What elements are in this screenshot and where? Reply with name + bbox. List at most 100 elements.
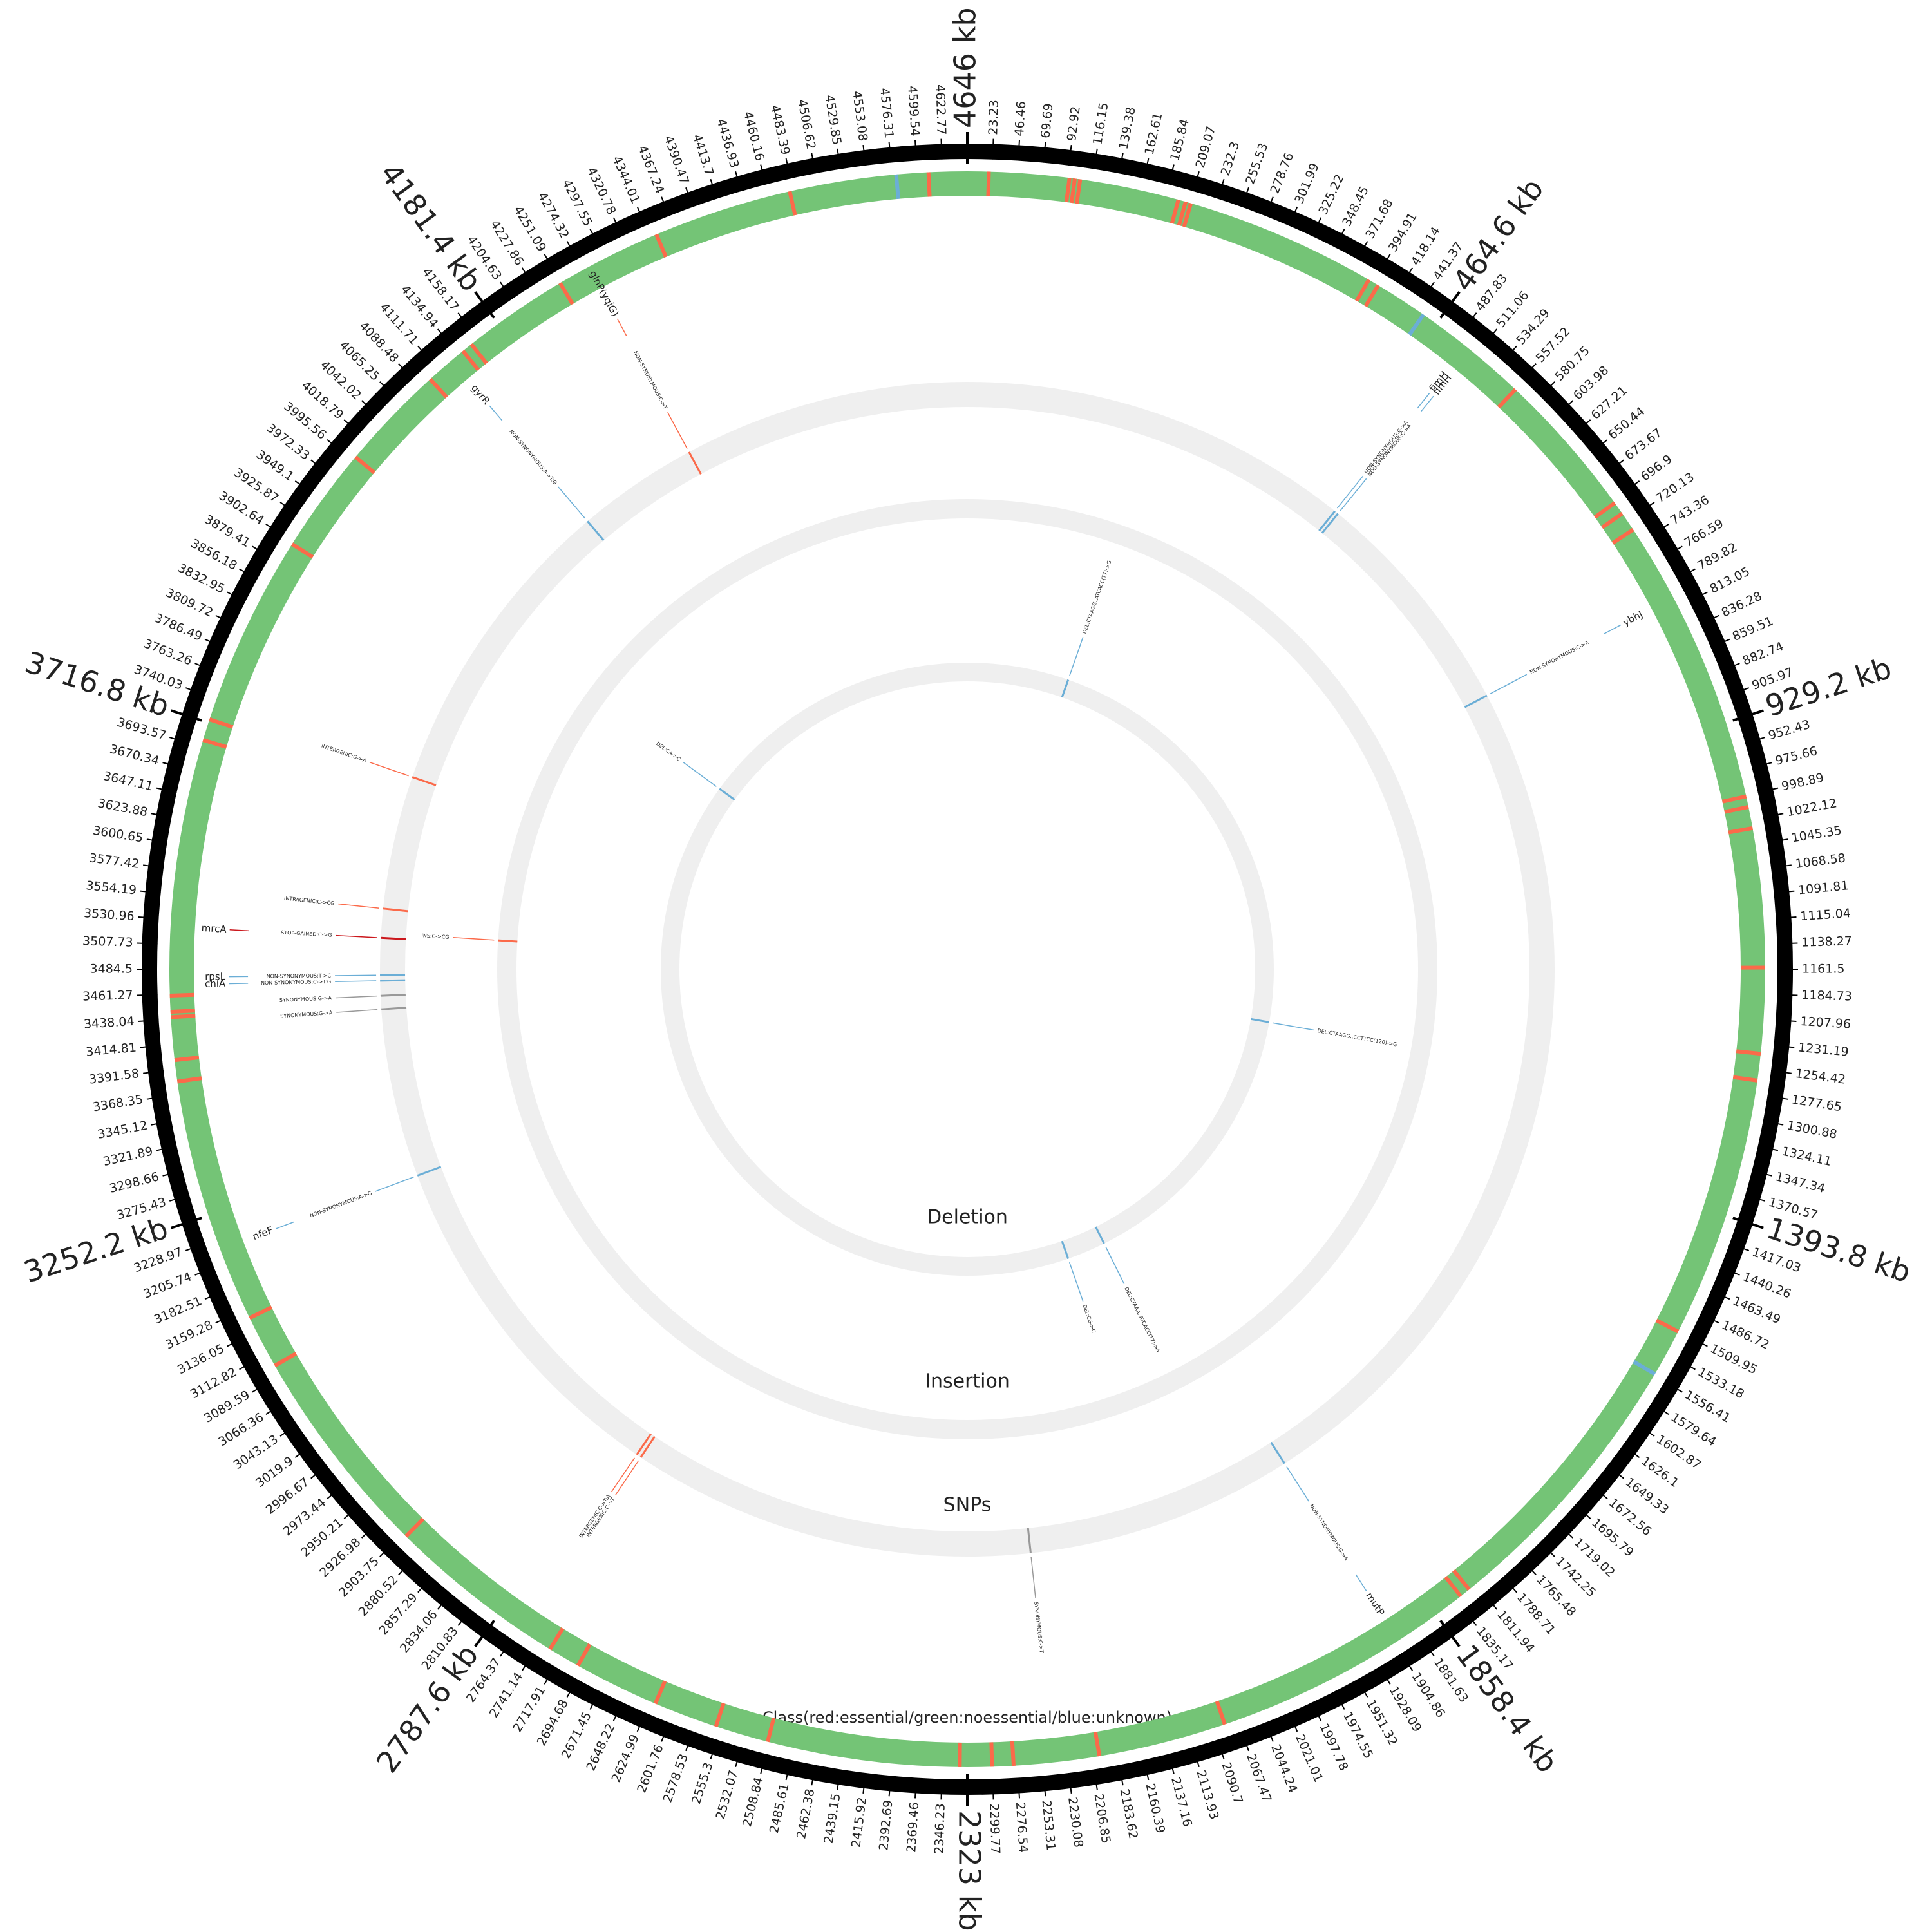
minor-tick-label: 3182.51 [152,1294,204,1327]
minor-tick [1607,459,1624,473]
variant [1251,1018,1270,1023]
minor-tick [710,178,718,199]
variant [1321,513,1339,534]
minor-tick [1636,1424,1655,1437]
minor-tick [327,1485,344,1500]
minor-tick-label: 3298.66 [108,1170,161,1196]
minor-tick [837,1769,842,1790]
minor-tick-label: 2508.84 [740,1776,766,1828]
minor-tick-label: 3159.28 [163,1318,214,1352]
minor-tick [521,267,534,286]
minor-tick [1720,663,1740,672]
minor-tick-label: 23.23 [986,100,1001,135]
essential-gene [1593,501,1616,519]
essential-gene [1170,199,1180,224]
minor-tick [162,762,183,769]
minor-tick [1241,187,1249,207]
variant-label: INTERGENIC:G->A [321,743,367,764]
essential-gene [209,717,234,729]
minor-tick [239,1359,258,1370]
minor-tick [1521,363,1537,379]
minor-tick [204,1290,224,1300]
essential-gene [1452,1569,1471,1591]
gene-label: gyrR [469,382,492,406]
minor-tick [169,1195,190,1202]
minor-tick [1043,142,1046,163]
major-tick [171,709,202,722]
variant [412,776,437,786]
essential-gene [654,233,668,258]
minor-tick-label: 3623.88 [97,796,149,819]
gene-label: fimH [1431,372,1454,397]
minor-tick [1401,1653,1414,1671]
minor-tick-label: 789.82 [1695,540,1739,573]
variant [380,979,406,982]
track-ring [380,382,1555,1557]
major-tick-label: 3716.8 kb [21,645,174,724]
minor-tick-label: 3554.19 [86,878,137,897]
minor-tick-label: 139.38 [1117,106,1139,150]
minor-tick [1068,1772,1072,1794]
minor-tick [156,787,177,793]
minor-tick [636,206,647,226]
minor-tick-label: 4436.93 [714,117,741,170]
essential-gene [1655,1318,1680,1334]
minor-tick [252,1381,270,1393]
major-tick [1732,709,1764,722]
minor-tick [661,196,670,216]
minor-tick [735,171,742,192]
gene-connector [1417,392,1430,409]
minor-tick-label: 720.13 [1653,470,1696,506]
gene-connector [1603,624,1622,635]
minor-tick [140,890,161,894]
variant [381,936,406,940]
minor-tick-label: 882.74 [1741,639,1786,668]
essential-gene [169,992,194,998]
minor-tick [143,1070,164,1074]
essential-gene [404,1517,425,1538]
minor-tick-label: 255.53 [1243,141,1271,186]
minor-tick-label: 1138.27 [1801,934,1852,949]
minor-tick [1265,196,1274,216]
essential-gene [653,1680,667,1705]
essential-gene [1724,804,1749,814]
minor-tick [1265,1722,1274,1742]
minor-tick-label: 2369.46 [904,1802,922,1853]
minor-tick-label: 394.91 [1386,210,1420,254]
minor-tick [1143,158,1150,179]
variant-connector [558,486,585,519]
minor-tick [1357,241,1368,260]
essential-gene [1215,1700,1227,1725]
minor-tick [1168,1754,1175,1774]
minor-tick [417,345,432,363]
minor-tick [1521,1559,1537,1576]
minor-tick [1288,206,1298,226]
track-name: Deletion [927,1206,1008,1229]
minor-tick-label: 975.66 [1774,744,1819,768]
minor-tick-label: 2067.47 [1244,1752,1274,1804]
minor-tick [343,1504,361,1519]
minor-tick-label: 4344.01 [609,154,642,206]
major-tick [474,291,495,319]
minor-tick [379,381,395,397]
minor-tick [500,1638,513,1657]
minor-tick-label: 4622.77 [933,84,948,135]
minor-tick [194,663,214,672]
essential-gene [274,1352,298,1368]
minor-tick-label: 2183.62 [1117,1788,1141,1840]
minor-tick [544,254,556,272]
variant-label: DEL:CTAAGG..ATCACC(T7)->G [1081,560,1112,634]
minor-tick [1193,171,1200,192]
minor-tick [521,1653,534,1671]
minor-tick-label: 3530.96 [83,906,135,923]
minor-tick [1379,1666,1391,1685]
variant-connector [683,761,717,787]
essential-gene [926,172,932,197]
variant-label: SYNONYMOUS:C->T [1033,1602,1045,1654]
minor-tick [239,568,258,580]
gene-connector [489,405,503,421]
minor-tick-label: 3786.49 [152,611,204,644]
minor-tick [1729,687,1750,696]
minor-tick-label: 46.46 [1012,101,1028,137]
